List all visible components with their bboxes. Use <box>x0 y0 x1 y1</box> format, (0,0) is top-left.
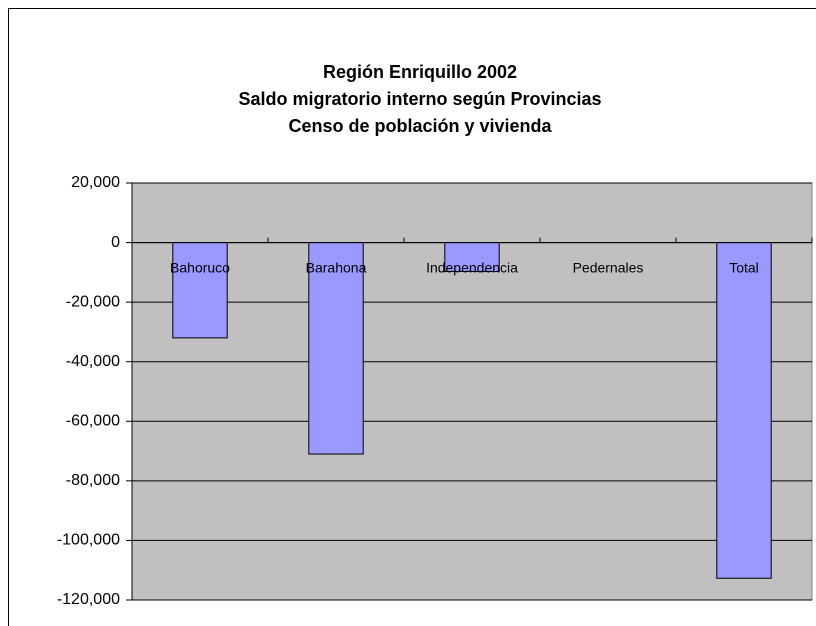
bar <box>716 242 772 579</box>
chart-title: Censo de población y vivienda <box>288 116 552 136</box>
x-tick-label: Bahoruco <box>170 259 230 275</box>
y-tick-label: -60,000 <box>66 413 120 430</box>
y-tick-label: -100,000 <box>57 532 120 549</box>
chart-title: Región Enriquillo 2002 <box>323 62 517 82</box>
y-tick-label: 0 <box>111 234 120 251</box>
y-tick-label: 20,000 <box>71 174 120 191</box>
x-tick-label: Total <box>729 259 759 275</box>
x-tick-label: Independencia <box>426 259 518 275</box>
y-tick-label: -120,000 <box>57 591 120 608</box>
x-tick-label: Pedernales <box>573 259 644 275</box>
y-tick-label: -80,000 <box>66 472 120 489</box>
x-tick-label: Barahona <box>306 259 367 275</box>
y-tick-label: -20,000 <box>66 293 120 310</box>
y-tick-label: -40,000 <box>66 353 120 370</box>
bar <box>444 242 500 272</box>
chart-title: Saldo migratorio interno según Provincia… <box>238 89 601 109</box>
bar <box>172 242 228 339</box>
